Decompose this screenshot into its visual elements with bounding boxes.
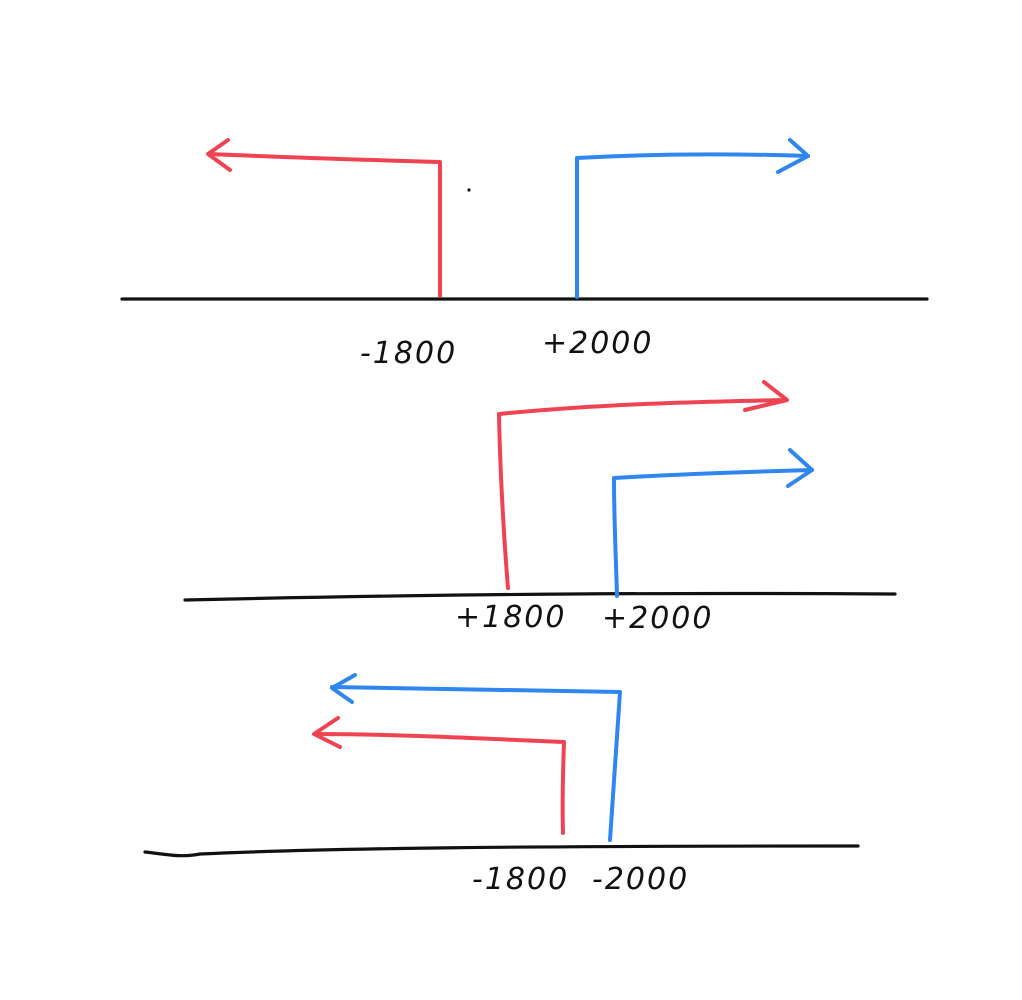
red-arrow <box>313 732 566 835</box>
panel-3: -1800 -2000 <box>143 673 860 897</box>
left-label: +1800 <box>455 600 566 635</box>
axis-line <box>183 591 897 602</box>
blue-arrow-head <box>786 448 814 488</box>
blue-arrow-head <box>330 673 357 704</box>
left-label: -1800 <box>472 862 569 897</box>
red-arrow-head <box>206 138 232 172</box>
blue-arrow-head <box>776 138 810 174</box>
blue-arrow <box>612 468 814 598</box>
axis-line <box>143 844 860 858</box>
red-arrow <box>497 398 787 590</box>
red-arrow-head <box>312 716 342 749</box>
panel-2: +1800 +2000 <box>183 380 897 636</box>
blue-arrow <box>575 152 810 299</box>
right-label: -2000 <box>592 862 689 897</box>
stray-dot <box>467 188 471 192</box>
red-arrow <box>208 152 442 298</box>
right-label: +2000 <box>602 601 713 636</box>
red-arrow-head <box>743 380 789 412</box>
right-label: +2000 <box>542 326 653 361</box>
left-label: -1800 <box>360 336 457 371</box>
blue-arrow <box>330 685 622 842</box>
panel-1: -1800 +2000 <box>120 138 929 371</box>
